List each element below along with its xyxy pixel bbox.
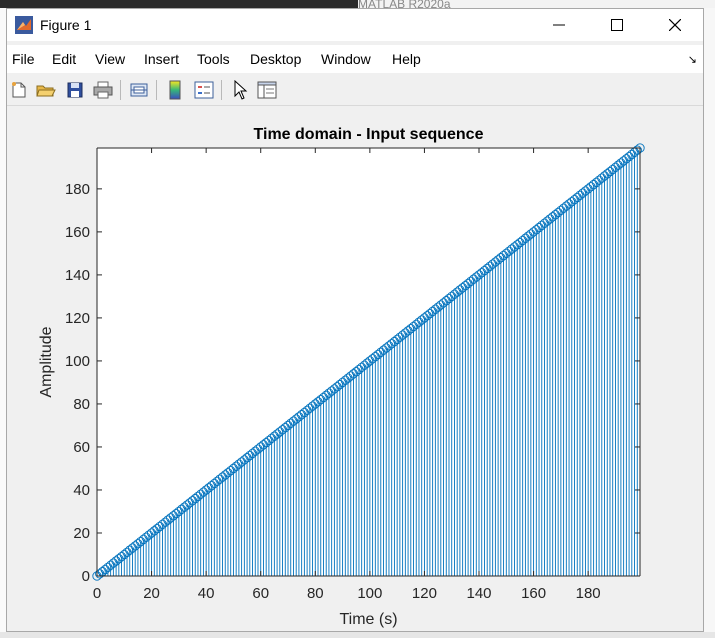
background-right-panel bbox=[704, 8, 715, 638]
pointer-icon bbox=[234, 80, 248, 100]
toolbar bbox=[7, 75, 703, 106]
open-file-button[interactable] bbox=[35, 79, 57, 101]
matlab-icon bbox=[15, 16, 33, 34]
menu-edit[interactable]: Edit bbox=[52, 51, 77, 67]
background-bottom-panel bbox=[0, 632, 715, 638]
insert-colorbar-icon bbox=[169, 80, 181, 100]
x-axis-label: Time (s) bbox=[339, 611, 397, 628]
dock-arrow-icon[interactable]: ↘ bbox=[687, 54, 697, 66]
close-button[interactable] bbox=[646, 9, 704, 41]
pointer-button[interactable] bbox=[229, 79, 251, 101]
link-plot-button[interactable] bbox=[128, 79, 150, 101]
menu-file[interactable]: File bbox=[12, 51, 35, 67]
x-tick-label: 140 bbox=[466, 585, 491, 602]
plot-svg: 0 20 40 60 80 100 120 140 160 180 0 20 40 60 80 100 120 1… bbox=[38, 126, 645, 628]
print-button[interactable] bbox=[92, 79, 114, 101]
menu-window[interactable]: Window bbox=[321, 51, 371, 67]
close-icon bbox=[669, 19, 681, 31]
y-tick-label: 0 bbox=[82, 568, 90, 585]
y-tick-label: 20 bbox=[73, 525, 90, 542]
background-left-panel bbox=[0, 8, 6, 638]
toolbar-separator bbox=[156, 80, 157, 100]
open-file-icon bbox=[36, 85, 56, 97]
save-icon bbox=[67, 82, 83, 98]
background-desktop-strip bbox=[0, 0, 715, 8]
x-tick-label: 120 bbox=[412, 585, 437, 602]
y-tick-label: 180 bbox=[65, 181, 90, 198]
print-icon bbox=[93, 81, 113, 99]
maximize-button[interactable] bbox=[588, 9, 646, 41]
x-tick-label: 80 bbox=[307, 585, 324, 602]
menu-desktop[interactable]: Desktop bbox=[250, 51, 302, 67]
y-tick-label: 80 bbox=[73, 396, 90, 413]
title-bar[interactable]: Figure 1 bbox=[7, 9, 703, 41]
minimize-icon bbox=[553, 24, 565, 26]
x-tick-label: 40 bbox=[198, 585, 215, 602]
menu-insert[interactable]: Insert bbox=[144, 51, 180, 67]
y-tick-label: 140 bbox=[65, 267, 90, 284]
toolbar-separator bbox=[221, 80, 222, 100]
new-figure-icon bbox=[12, 82, 26, 98]
stem-marker bbox=[632, 145, 642, 155]
maximize-icon bbox=[611, 19, 623, 31]
y-tick-label: 60 bbox=[73, 439, 90, 456]
x-tick-label: 20 bbox=[143, 585, 160, 602]
toolbar-separator bbox=[120, 80, 121, 100]
menu-help[interactable]: Help bbox=[392, 51, 421, 67]
y-tick-label: 40 bbox=[73, 482, 90, 499]
menu-tools[interactable]: Tools bbox=[197, 51, 230, 67]
y-tick-label: 160 bbox=[65, 224, 90, 241]
property-inspector-icon bbox=[257, 81, 277, 99]
menu-bar: File Edit View Insert Tools Desktop Wind… bbox=[7, 45, 703, 73]
save-button[interactable] bbox=[64, 79, 86, 101]
x-tick-label: 60 bbox=[252, 585, 269, 602]
new-figure-button[interactable] bbox=[8, 79, 30, 101]
y-tick-label: 120 bbox=[65, 310, 90, 327]
figure-window: Figure 1 File Edit View Insert Tools Des… bbox=[6, 8, 704, 632]
property-inspector-button[interactable] bbox=[256, 79, 278, 101]
minimize-button[interactable] bbox=[530, 9, 588, 41]
x-tick-label: 180 bbox=[576, 585, 601, 602]
insert-legend-icon bbox=[194, 81, 214, 99]
x-tick-label: 160 bbox=[521, 585, 546, 602]
menu-view[interactable]: View bbox=[95, 51, 126, 67]
chart-title: Time domain - Input sequence bbox=[254, 126, 484, 143]
x-tick-label: 0 bbox=[93, 585, 101, 602]
y-tick-label: 100 bbox=[65, 353, 90, 370]
figure-canvas: 0 20 40 60 80 100 120 140 160 180 0 20 40 60 80 100 120 1… bbox=[7, 106, 703, 631]
window-title: Figure 1 bbox=[40, 17, 92, 33]
x-tick-label: 100 bbox=[357, 585, 382, 602]
insert-legend-button[interactable] bbox=[193, 79, 215, 101]
link-plot-icon bbox=[130, 83, 148, 97]
background-matlab-title: MATLAB R2020a bbox=[358, 0, 715, 8]
insert-colorbar-button[interactable] bbox=[164, 79, 186, 101]
y-axis-label: Amplitude bbox=[38, 326, 55, 397]
